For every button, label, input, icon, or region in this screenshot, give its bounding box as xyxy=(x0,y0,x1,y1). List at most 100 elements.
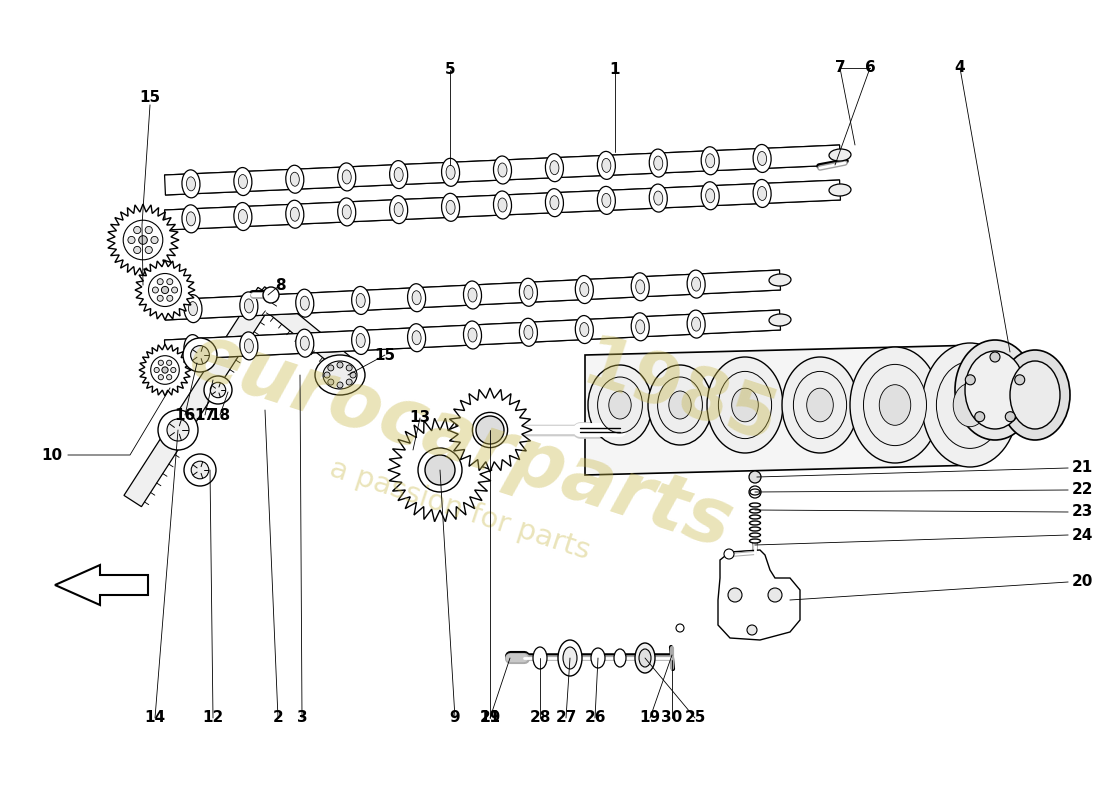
Circle shape xyxy=(167,419,189,441)
Ellipse shape xyxy=(575,275,593,303)
Polygon shape xyxy=(388,418,492,522)
Ellipse shape xyxy=(468,328,477,342)
Polygon shape xyxy=(718,550,800,640)
Circle shape xyxy=(162,286,168,294)
Ellipse shape xyxy=(749,533,760,537)
Text: 6: 6 xyxy=(865,61,876,75)
Ellipse shape xyxy=(441,194,460,222)
Ellipse shape xyxy=(754,179,771,207)
Ellipse shape xyxy=(649,184,668,212)
Polygon shape xyxy=(107,204,179,276)
Ellipse shape xyxy=(749,527,760,531)
Text: 3: 3 xyxy=(297,710,307,726)
Text: 18: 18 xyxy=(209,407,231,422)
Text: 9: 9 xyxy=(450,710,460,726)
Ellipse shape xyxy=(240,292,257,320)
Text: 2: 2 xyxy=(273,710,284,726)
Ellipse shape xyxy=(749,515,760,519)
Ellipse shape xyxy=(447,200,455,214)
Ellipse shape xyxy=(234,167,252,195)
Ellipse shape xyxy=(688,270,705,298)
Text: 20: 20 xyxy=(1072,574,1093,590)
Ellipse shape xyxy=(563,647,578,669)
Circle shape xyxy=(263,287,279,303)
Ellipse shape xyxy=(546,154,563,182)
Text: 10: 10 xyxy=(42,447,63,462)
Ellipse shape xyxy=(829,184,851,196)
Circle shape xyxy=(337,362,343,368)
Ellipse shape xyxy=(758,151,767,166)
Circle shape xyxy=(728,588,743,602)
Circle shape xyxy=(172,287,177,293)
Ellipse shape xyxy=(575,315,593,343)
Ellipse shape xyxy=(519,318,538,346)
Text: 8: 8 xyxy=(275,278,285,293)
Ellipse shape xyxy=(750,489,760,495)
Ellipse shape xyxy=(749,503,760,507)
Text: 15: 15 xyxy=(374,347,396,362)
Ellipse shape xyxy=(669,391,691,419)
Text: 7: 7 xyxy=(835,61,845,75)
Text: 1985: 1985 xyxy=(574,331,786,459)
Ellipse shape xyxy=(296,329,314,357)
Ellipse shape xyxy=(718,371,771,438)
Ellipse shape xyxy=(602,194,610,207)
Ellipse shape xyxy=(356,294,365,307)
Text: 17: 17 xyxy=(195,407,216,422)
Ellipse shape xyxy=(300,336,309,350)
Ellipse shape xyxy=(338,198,355,226)
Ellipse shape xyxy=(234,202,252,230)
Ellipse shape xyxy=(965,351,1025,429)
Ellipse shape xyxy=(290,172,299,186)
Circle shape xyxy=(123,220,163,260)
Ellipse shape xyxy=(653,191,663,205)
Polygon shape xyxy=(448,388,532,472)
Ellipse shape xyxy=(597,151,615,179)
Ellipse shape xyxy=(524,326,532,339)
Text: 28: 28 xyxy=(529,710,551,726)
Ellipse shape xyxy=(706,189,715,202)
Text: 5: 5 xyxy=(444,62,455,78)
Circle shape xyxy=(190,346,209,364)
Ellipse shape xyxy=(648,365,712,445)
Ellipse shape xyxy=(732,388,758,422)
Ellipse shape xyxy=(614,649,626,667)
Ellipse shape xyxy=(352,286,370,314)
Text: 13: 13 xyxy=(409,410,430,426)
Ellipse shape xyxy=(635,643,654,673)
Ellipse shape xyxy=(749,539,760,543)
Ellipse shape xyxy=(769,314,791,326)
Circle shape xyxy=(724,549,734,559)
Circle shape xyxy=(162,367,168,373)
Text: 21: 21 xyxy=(1072,461,1093,475)
Circle shape xyxy=(167,295,173,302)
Circle shape xyxy=(749,471,761,483)
Text: 19: 19 xyxy=(639,710,661,726)
Text: 4: 4 xyxy=(955,61,966,75)
Circle shape xyxy=(167,278,173,285)
Polygon shape xyxy=(55,565,148,605)
Circle shape xyxy=(1005,412,1015,422)
Ellipse shape xyxy=(338,163,355,191)
Ellipse shape xyxy=(701,146,719,174)
Ellipse shape xyxy=(394,202,404,217)
Ellipse shape xyxy=(494,156,512,184)
Ellipse shape xyxy=(608,391,631,419)
Polygon shape xyxy=(585,345,980,475)
Circle shape xyxy=(139,236,147,244)
Ellipse shape xyxy=(602,158,610,172)
Circle shape xyxy=(183,338,217,372)
Circle shape xyxy=(128,225,158,255)
Ellipse shape xyxy=(864,364,926,446)
Ellipse shape xyxy=(758,186,767,201)
Ellipse shape xyxy=(649,149,668,177)
Ellipse shape xyxy=(239,174,248,189)
Ellipse shape xyxy=(631,273,649,301)
Circle shape xyxy=(166,360,172,366)
Circle shape xyxy=(346,365,352,371)
Polygon shape xyxy=(165,310,781,360)
Text: 24: 24 xyxy=(1072,527,1093,542)
Polygon shape xyxy=(165,145,840,195)
Text: 25: 25 xyxy=(684,710,706,726)
Ellipse shape xyxy=(342,170,351,184)
